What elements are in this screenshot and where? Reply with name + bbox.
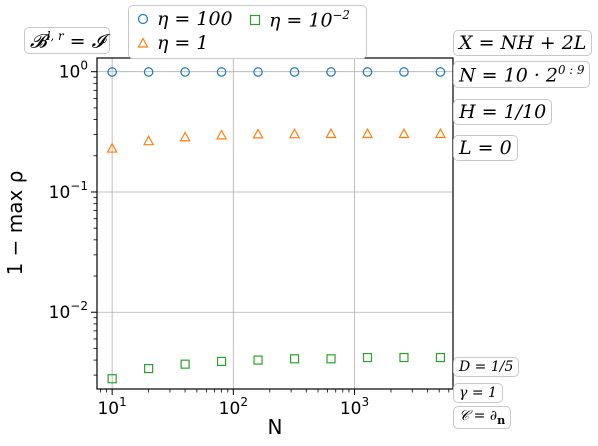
x-tick-label: 101 bbox=[97, 395, 126, 419]
data-point bbox=[289, 67, 300, 77]
data-point bbox=[144, 363, 154, 374]
data-point bbox=[362, 67, 373, 77]
x-tick-label: 103 bbox=[340, 395, 369, 419]
x-tick-label: 102 bbox=[219, 395, 248, 419]
l-definition-annotation: L = 0 bbox=[453, 135, 518, 161]
series-0 bbox=[107, 67, 446, 77]
data-point bbox=[289, 354, 300, 364]
y-tick-label: 10−1 bbox=[49, 179, 88, 203]
data-point bbox=[434, 127, 447, 139]
series-2 bbox=[107, 352, 446, 384]
data-point bbox=[326, 354, 336, 364]
data-point bbox=[325, 127, 337, 139]
data-point bbox=[253, 67, 263, 77]
data-point bbox=[216, 67, 227, 77]
data-point bbox=[435, 352, 446, 363]
data-point bbox=[107, 67, 117, 77]
y-tick-label: 10−2 bbox=[49, 299, 88, 323]
y-axis-label: 1 − max ρ bbox=[3, 171, 27, 276]
circle-marker-icon bbox=[137, 13, 149, 25]
data-point bbox=[326, 67, 336, 77]
n-definition-annotation: N = 10 · 20 : 9 bbox=[453, 61, 591, 89]
data-point bbox=[143, 67, 154, 77]
data-point bbox=[215, 129, 228, 140]
gamma-definition-annotation: γ = 1 bbox=[453, 383, 503, 403]
legend-label: η = 10−2 bbox=[269, 8, 350, 32]
data-point bbox=[180, 67, 190, 77]
data-point bbox=[361, 127, 374, 139]
data-point bbox=[106, 142, 118, 153]
plot-frame bbox=[96, 57, 454, 390]
legend: η = 100 η = 1 η = 10−2 bbox=[128, 5, 367, 59]
axis-ticks: 101 102 103 100 10−1 10−2 bbox=[49, 59, 450, 419]
series-1 bbox=[106, 127, 447, 153]
h-definition-annotation: H = 1/10 bbox=[453, 99, 553, 125]
data-point bbox=[288, 128, 301, 139]
data-point bbox=[180, 359, 190, 369]
legend-item-eta-100: η = 100 bbox=[137, 8, 233, 30]
x-axis-label: N bbox=[268, 415, 283, 439]
data-point bbox=[398, 127, 410, 139]
data-point bbox=[399, 352, 409, 363]
square-marker-icon bbox=[249, 14, 261, 25]
d-definition-annotation: D = 1/5 bbox=[453, 357, 520, 377]
data-point bbox=[435, 67, 446, 77]
data-point bbox=[362, 352, 373, 363]
data-point bbox=[253, 355, 263, 365]
legend-item-eta-1e-2: η = 10−2 bbox=[249, 8, 350, 31]
y-tick-label: 100 bbox=[59, 59, 88, 83]
data-series bbox=[106, 67, 447, 384]
legend-label: η = 100 bbox=[157, 8, 233, 30]
x-definition-annotation: X = NH + 2L bbox=[453, 30, 593, 56]
data-point bbox=[216, 356, 227, 367]
legend-label: η = 1 bbox=[157, 32, 209, 54]
c-definition-annotation: 𝒞 = ∂n bbox=[453, 406, 512, 429]
triangle-marker-icon bbox=[137, 37, 149, 48]
data-point bbox=[252, 128, 264, 139]
data-point bbox=[143, 135, 155, 146]
grid-lines bbox=[97, 58, 453, 389]
data-point bbox=[399, 67, 409, 77]
data-point bbox=[107, 374, 117, 384]
legend-item-eta-1: η = 1 bbox=[137, 32, 208, 54]
data-point bbox=[179, 131, 191, 142]
boundary-condition-annotation: 𝓑l, r = 𝓘 bbox=[24, 27, 111, 55]
